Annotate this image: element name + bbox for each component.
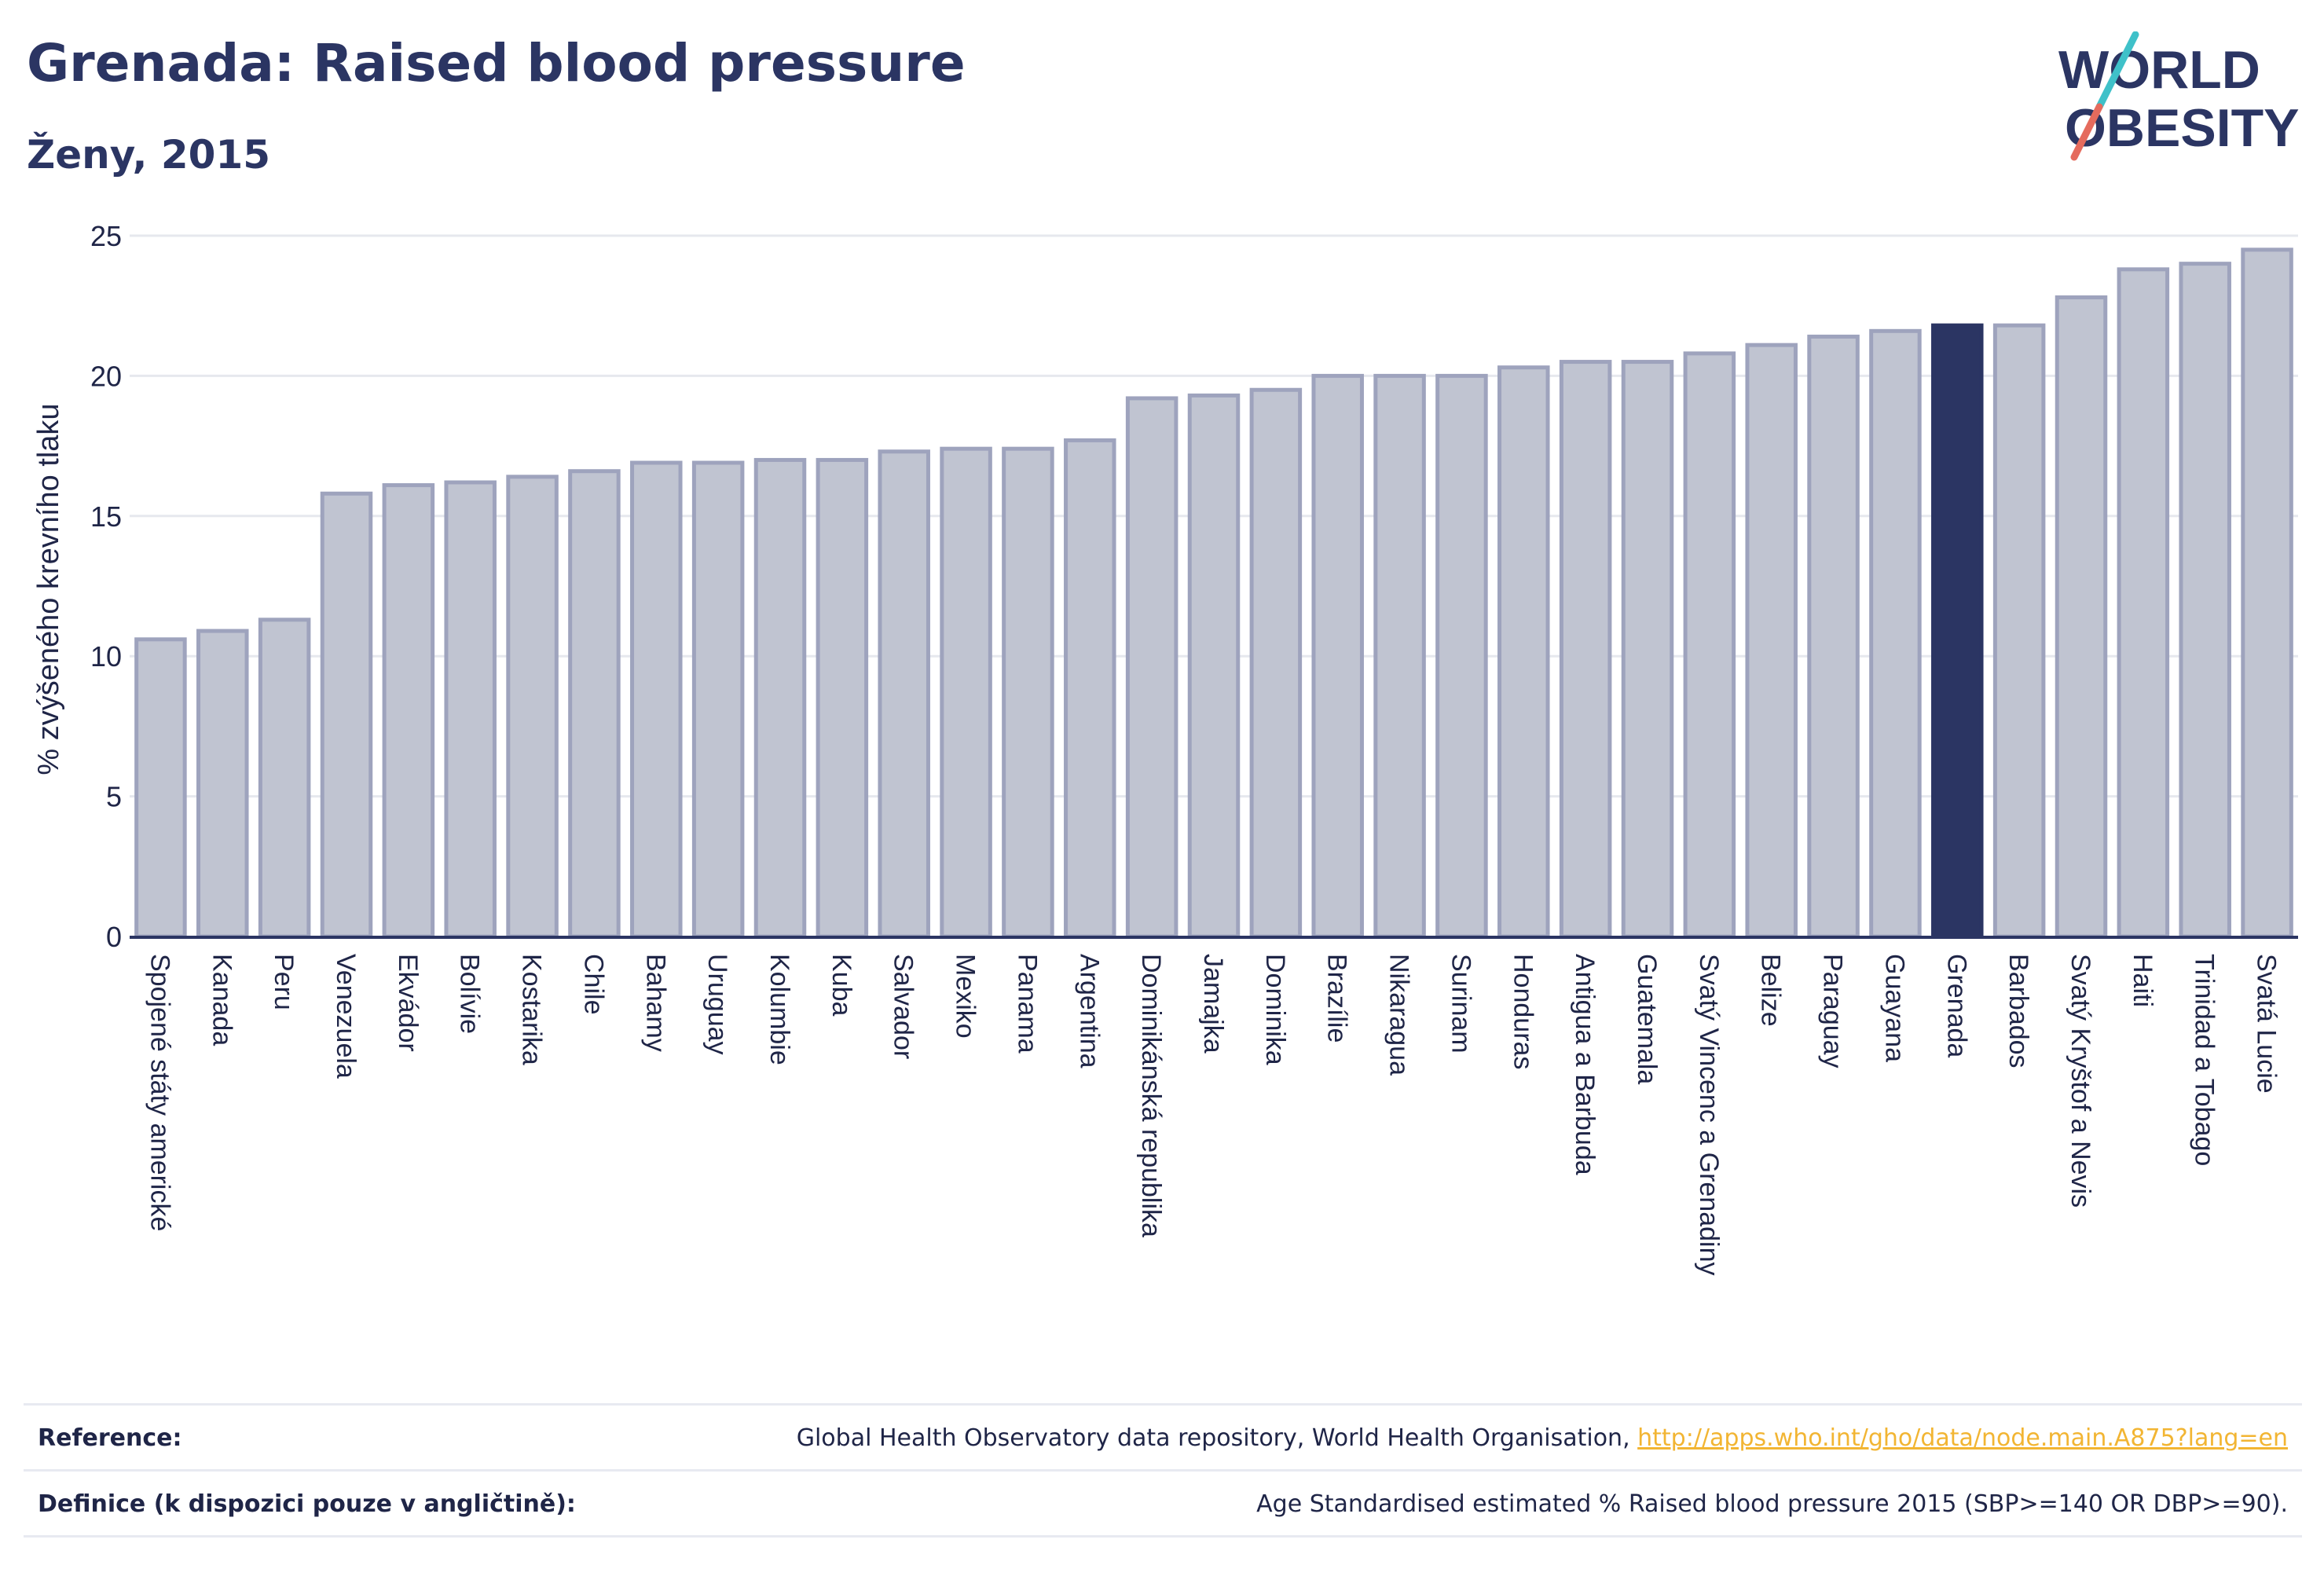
bar-bolívie[interactable] xyxy=(444,480,497,939)
bar-belize[interactable] xyxy=(1745,343,1798,939)
x-tick-label: Kolumbie xyxy=(764,954,794,1065)
x-tick-label: Surinam xyxy=(1446,954,1475,1054)
x-tick-label: Guayana xyxy=(1879,954,1909,1062)
bar-grenada[interactable] xyxy=(1931,323,1984,939)
x-tick-label: Haiti xyxy=(2128,954,2157,1007)
bar-guayana[interactable] xyxy=(1869,328,1922,939)
x-tick-label: Bolívie xyxy=(455,954,485,1034)
bar-chart: 0 5 10 15 20 25 Spojené státy americké Kanada P… xyxy=(32,220,2298,1276)
x-tick-label: Trinidad a Tobago xyxy=(2190,954,2220,1166)
x-tick-label: Bahamy xyxy=(640,954,670,1052)
bar-bahamy[interactable] xyxy=(630,460,683,939)
bar-svatý-vincenc-a-grenadiny[interactable] xyxy=(1683,351,1736,939)
bar-peru[interactable] xyxy=(258,618,311,939)
x-tick-label: Chile xyxy=(578,954,608,1014)
x-tick-label: Barbados xyxy=(2003,954,2033,1068)
y-axis-label: % zvýšeného krevního tlaku xyxy=(32,403,65,775)
footer-divider xyxy=(24,1535,2302,1538)
bar-dominika[interactable] xyxy=(1249,387,1303,939)
x-tick-label: Guatemala xyxy=(1632,954,1662,1084)
bar-salvador[interactable] xyxy=(878,449,930,939)
bar-surinam[interactable] xyxy=(1435,373,1488,939)
x-tick-label: Paraguay xyxy=(1818,954,1848,1068)
x-tick-label: Svatá Lucie xyxy=(2252,954,2282,1094)
bar-spojené-státy-americké[interactable] xyxy=(134,637,187,939)
x-tick-label: Dominikánská republika xyxy=(1136,954,1166,1237)
x-tick-label: Brazílie xyxy=(1322,954,1352,1043)
bar-paraguay[interactable] xyxy=(1807,334,1860,939)
bar-chile[interactable] xyxy=(568,469,621,939)
x-tick-label: Antigua a Barbuda xyxy=(1570,954,1600,1175)
bar-venezuela[interactable] xyxy=(320,491,373,939)
x-tick-label: Argentina xyxy=(1074,954,1104,1068)
bar-honduras[interactable] xyxy=(1497,365,1550,939)
definition-label: Definice (k dispozici pouze v angličtině… xyxy=(38,1490,576,1518)
x-tick-label: Kuba xyxy=(827,954,856,1016)
y-tick-label: 5 xyxy=(106,781,122,813)
y-tick-label: 10 xyxy=(90,640,122,673)
x-tick-label: Svatý Kryštof a Nevis xyxy=(2066,954,2095,1208)
x-tick-label: Spojené státy americké xyxy=(145,954,174,1231)
reference-label: Reference: xyxy=(38,1424,182,1452)
y-tick-label: 0 xyxy=(106,921,122,953)
bar-svatý-kryštof-a-nevis[interactable] xyxy=(2055,295,2108,939)
bar-jamajka[interactable] xyxy=(1187,393,1241,939)
reference-link[interactable]: http://apps.who.int/gho/data/node.main.A… xyxy=(1637,1424,2288,1452)
x-tick-label: Svatý Vincenc a Grenadiny xyxy=(1694,954,1724,1276)
x-tick-label: Panama xyxy=(1012,954,1042,1054)
bar-kuba[interactable] xyxy=(816,457,869,939)
x-tick-label: Belize xyxy=(1756,954,1786,1027)
y-tick-label: 20 xyxy=(90,360,122,392)
bar-panama[interactable] xyxy=(1002,446,1054,939)
bar-brazílie[interactable] xyxy=(1311,373,1364,939)
x-tick-label: Peru xyxy=(269,954,299,1010)
chart-title: Grenada: Raised blood pressure xyxy=(27,33,966,93)
x-tick-label: Ekvádor xyxy=(393,954,423,1052)
reference-text: Global Health Observatory data repositor… xyxy=(796,1424,1638,1452)
y-tick-label: 25 xyxy=(90,220,122,252)
bar-kolumbie[interactable] xyxy=(753,457,807,939)
bar-haiti[interactable] xyxy=(2117,267,2170,939)
bar-kanada[interactable] xyxy=(196,629,249,939)
x-tick-label: Grenada xyxy=(1941,954,1971,1057)
reference-value: Global Health Observatory data repositor… xyxy=(797,1424,2288,1452)
bar-antigua-a-barbuda[interactable] xyxy=(1559,360,1612,939)
bar-ekvádor[interactable] xyxy=(382,483,435,939)
bar-trinidad-a-tobago[interactable] xyxy=(2179,262,2231,939)
x-tick-label: Jamajka xyxy=(1198,954,1228,1054)
bar-kostarika[interactable] xyxy=(506,475,559,939)
world-obesity-logo: WORLD OBESITY xyxy=(2058,31,2300,161)
definition-value: Age Standardised estimated % Raised bloo… xyxy=(1256,1490,2288,1518)
x-tick-label: Salvador xyxy=(889,954,918,1059)
x-tick-label: Nikaragua xyxy=(1384,954,1414,1076)
x-tick-label: Kanada xyxy=(207,954,236,1046)
bar-mexiko[interactable] xyxy=(940,446,992,939)
reference-row: Reference: Global Health Observatory dat… xyxy=(24,1403,2302,1472)
x-tick-label: Mexiko xyxy=(951,954,981,1039)
x-tick-label: Dominika xyxy=(1260,954,1290,1065)
x-tick-label: Venezuela xyxy=(331,954,361,1079)
bar-nikaragua[interactable] xyxy=(1373,373,1426,939)
bar-argentina[interactable] xyxy=(1064,438,1116,939)
bar-uruguay[interactable] xyxy=(691,460,745,939)
x-tick-label: Uruguay xyxy=(702,954,732,1055)
bar-guatemala[interactable] xyxy=(1621,360,1674,939)
definition-row: Definice (k dispozici pouze v angličtině… xyxy=(24,1469,2302,1538)
bar-dominikánská-republika[interactable] xyxy=(1125,396,1178,939)
y-tick-label: 15 xyxy=(90,500,122,533)
x-tick-label: Kostarika xyxy=(517,954,547,1065)
x-tick-label: Honduras xyxy=(1508,954,1538,1069)
chart-subtitle: Ženy, 2015 xyxy=(27,132,271,178)
bar-svatá-lucie[interactable] xyxy=(2241,247,2293,939)
bar-barbados[interactable] xyxy=(1992,323,2046,939)
